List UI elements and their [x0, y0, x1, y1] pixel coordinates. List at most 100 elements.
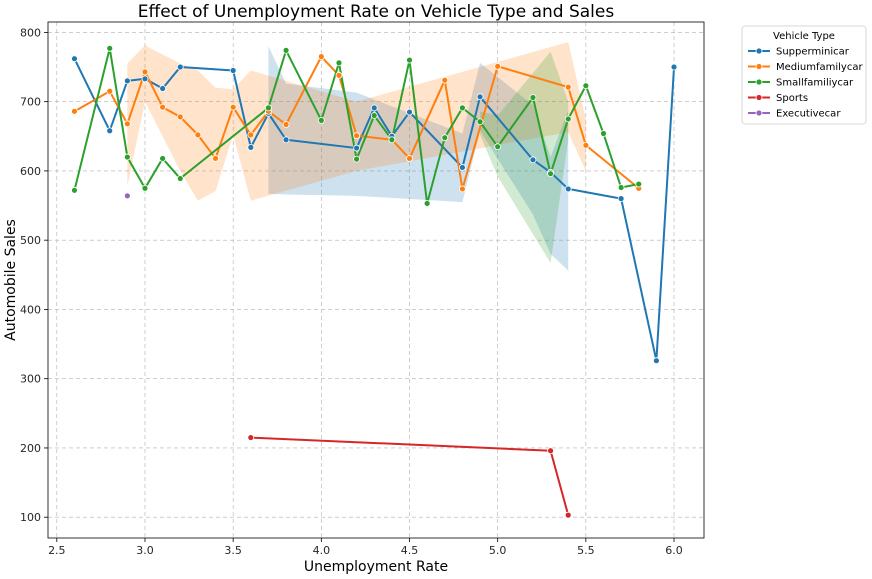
- mediumfamilycar-point: [123, 120, 131, 128]
- x-tick-label: 3.0: [136, 544, 154, 557]
- plot-area-frame: [47, 21, 705, 539]
- smallfamiliycar-point: [141, 184, 149, 192]
- y-axis-label: Automobile Sales: [3, 219, 19, 341]
- supperminicar-point: [670, 63, 678, 71]
- supperminicar-point: [141, 75, 149, 83]
- mediumfamilycar-point: [247, 131, 255, 139]
- confidence-bands: [127, 42, 586, 271]
- legend-items: Supperminicar Mediumfamilycar Smallfamiliy…: [748, 47, 863, 120]
- y-tick-label: 500: [20, 234, 41, 247]
- mediumfamilycar-point: [494, 62, 502, 70]
- mediumfamilycar-point: [212, 155, 219, 162]
- mediumfamilycar-point: [141, 68, 149, 76]
- mediumfamilycar-point: [159, 103, 167, 111]
- legend-item-mediumfamilycar: Mediumfamilycar: [748, 62, 863, 73]
- supperminicar-point: [123, 77, 131, 85]
- smallfamiliycar-point: [335, 59, 343, 67]
- smallfamiliycar-point: [494, 143, 502, 151]
- supperminicar-point: [652, 357, 660, 365]
- x-tick-label: 2.5: [48, 544, 66, 557]
- smallfamiliycar-point: [564, 115, 572, 123]
- legend-item-executivecar: Executivecar: [748, 109, 841, 120]
- supperminicar-point: [476, 93, 484, 101]
- supperminicar-point: [106, 127, 114, 135]
- smallfamiliycar-point: [529, 94, 537, 101]
- x-tick-label: 4.5: [401, 544, 419, 557]
- mediumfamilycar-point: [317, 53, 325, 61]
- smallfamiliycar-point: [317, 116, 325, 124]
- sports-point: [247, 434, 255, 441]
- supperminicar-point: [282, 136, 290, 144]
- smallfamiliycar-point: [635, 180, 643, 188]
- x-tick-label: 6.0: [665, 544, 683, 557]
- mediumfamilycar-point: [194, 131, 202, 139]
- smallfamiliycar-point: [159, 155, 167, 162]
- y-tick-label: 100: [20, 511, 41, 524]
- smallfamiliycar-point: [71, 186, 78, 194]
- x-tick-label: 5.0: [489, 544, 507, 557]
- supperminicar-point: [564, 185, 572, 193]
- mediumfamilycar-point: [176, 113, 184, 121]
- supperminicar-confidence-band: [268, 46, 569, 271]
- smallfamiliycar-point: [476, 118, 484, 126]
- y-tick-label: 700: [20, 96, 41, 109]
- mediumfamilycar-point: [582, 141, 590, 149]
- smallfamiliycar-point: [600, 130, 607, 137]
- mediumfamilycar-point: [106, 87, 114, 95]
- legend-marker: [755, 63, 763, 70]
- legend-marker: [755, 109, 763, 117]
- smallfamiliycar-point: [370, 112, 378, 119]
- supperminicar-point: [370, 104, 378, 112]
- legend-marker: [755, 47, 763, 55]
- x-tick-label: 5.5: [577, 544, 595, 557]
- chart-title: Effect of Unemployment Rate on Vehicle T…: [138, 2, 615, 22]
- mediumfamilycar-point: [282, 121, 290, 128]
- legend-item-supperminicar: Supperminicar: [748, 47, 850, 58]
- legend-label: Supperminicar: [776, 47, 850, 58]
- x-tick-label: 4.0: [313, 544, 331, 557]
- supperminicar-point: [159, 85, 167, 92]
- legend-label: Mediumfamilycar: [776, 62, 863, 73]
- x-axis-label: Unemployment Rate: [304, 559, 448, 575]
- smallfamiliycar-point: [265, 104, 272, 112]
- mediumfamilycar-point: [71, 107, 78, 115]
- legend: Vehicle Type Supperminicar Mediumfamilyca…: [741, 25, 867, 125]
- y-tick-label: 200: [20, 442, 41, 455]
- smallfamiliycar-point: [459, 104, 466, 112]
- smallfamiliycar-confidence-band: [480, 51, 569, 264]
- supperminicar-point: [459, 164, 466, 171]
- mediumfamilycar-point: [459, 185, 466, 193]
- legend-label: Executivecar: [776, 109, 841, 120]
- mediumfamilycar-point: [564, 83, 572, 91]
- mediumfamilycar-point: [353, 132, 361, 139]
- smallfamiliycar-point: [406, 56, 413, 64]
- supperminicar-point: [71, 55, 78, 63]
- mediumfamilycar-point: [441, 76, 449, 84]
- executivecar-point: [123, 192, 131, 200]
- supperminicar-point: [176, 63, 184, 71]
- supperminicar-point: [617, 195, 625, 203]
- smallfamiliycar-point: [547, 170, 554, 178]
- grid-lines: [48, 22, 704, 538]
- x-axis-ticks: 2.5 3.0 3.5 4.0 4.5 5.0 5.5 6.0: [48, 538, 683, 557]
- legend-box: [741, 25, 867, 125]
- legend-label: Smallfamiliycar: [776, 78, 854, 89]
- smallfamiliycar-point: [582, 82, 590, 90]
- x-tick-label: 3.5: [224, 544, 242, 557]
- y-tick-label: 300: [20, 373, 41, 386]
- mediumfamilycar-point: [229, 103, 237, 111]
- smallfamiliycar-point: [282, 46, 290, 54]
- smallfamiliycar-line: [73, 47, 639, 205]
- supperminicar-point: [406, 108, 413, 116]
- series-points: [71, 44, 678, 519]
- supperminicar-line: [73, 58, 676, 362]
- supperminicar-point: [229, 67, 237, 74]
- smallfamiliycar-point: [353, 155, 361, 163]
- sports-point: [547, 447, 554, 455]
- y-axis-ticks: 100 200 300 400 500 600 700 800: [20, 26, 48, 524]
- y-tick-label: 600: [20, 165, 41, 178]
- mediumfamilycar-point: [335, 71, 343, 79]
- smallfamiliycar-point: [617, 184, 625, 191]
- supperminicar-point: [247, 143, 255, 151]
